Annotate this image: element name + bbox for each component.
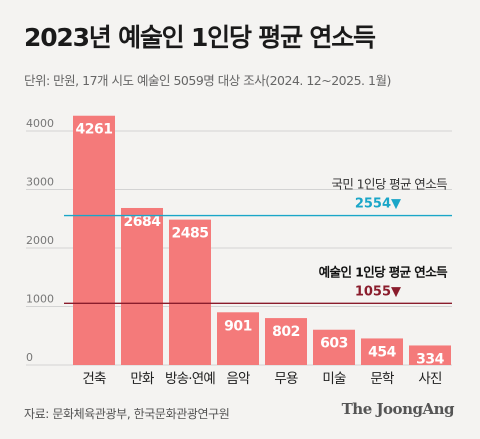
- x-tick-label: 무용: [274, 371, 298, 387]
- y-tick-label: 1000: [26, 293, 54, 306]
- x-tick-label: 사진: [418, 371, 442, 387]
- bar: [169, 219, 211, 365]
- x-tick-label: 방송·연예: [165, 371, 215, 387]
- reference-line-value: 2554▼: [355, 197, 401, 212]
- bar-value-label: 802: [272, 324, 300, 340]
- x-tick-label: 건축: [82, 371, 106, 387]
- brand-logo: The JoongAng: [341, 400, 455, 418]
- bar: [361, 338, 403, 365]
- bar: [409, 345, 451, 365]
- bar: [73, 115, 115, 365]
- x-tick-label: 문학: [370, 371, 394, 387]
- bar-value-label: 334: [416, 351, 444, 367]
- source-note: 자료: 문화체육관광부, 한국문화관광연구원: [24, 407, 230, 421]
- x-tick-label: 만화: [130, 371, 154, 387]
- page-title: 2023년 예술인 1인당 평균 연소득: [24, 23, 376, 52]
- y-tick-label: 4000: [26, 117, 54, 130]
- bar-value-label: 901: [224, 318, 252, 334]
- bar-value-label: 2684: [124, 214, 162, 230]
- chart-subtitle: 단위: 만원, 17개 시도 예술인 5059명 대상 조사(2024. 12~…: [24, 73, 391, 88]
- y-tick-label: 3000: [26, 176, 54, 189]
- bar-value-label: 454: [368, 344, 396, 360]
- bar-value-label: 603: [320, 336, 348, 352]
- x-tick-label: 미술: [322, 371, 346, 387]
- bar-value-label: 4261: [76, 122, 113, 138]
- reference-line-label: 국민 1인당 평균 연소득: [331, 177, 447, 192]
- bar: [265, 318, 307, 365]
- x-tick-label: 음악: [226, 371, 250, 387]
- bar-value-label: 2485: [172, 226, 209, 242]
- reference-line-value: 1055▼: [355, 284, 401, 299]
- bar: [313, 329, 355, 365]
- y-tick-label: 0: [26, 351, 33, 364]
- y-tick-label: 2000: [26, 234, 54, 247]
- bar: [217, 312, 259, 365]
- bar: [121, 207, 163, 365]
- reference-line-label: 예술인 1인당 평균 연소득: [319, 264, 448, 279]
